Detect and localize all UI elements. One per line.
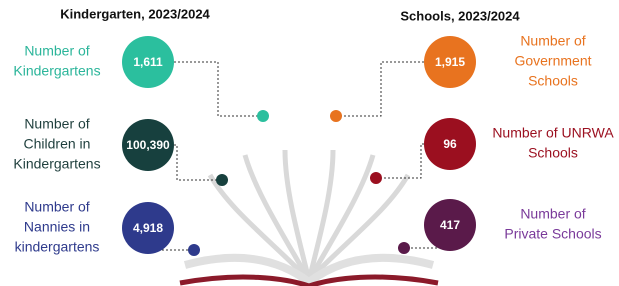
value: 417 <box>440 218 460 232</box>
label: kindergartens <box>15 239 100 255</box>
dot <box>188 244 200 256</box>
label: Schools <box>528 145 578 161</box>
value: 1,611 <box>133 55 163 69</box>
value: 1,915 <box>435 55 465 69</box>
label: Number of <box>24 116 89 132</box>
label: Children in <box>24 136 91 152</box>
label: Government <box>514 53 591 69</box>
label: Number of <box>520 206 585 222</box>
label: Kindergartens <box>13 156 100 172</box>
label: Private Schools <box>504 226 601 242</box>
infographic: Kindergarten, 2023/2024 Schools, 2023/20… <box>0 0 619 286</box>
section-title: Kindergarten, 2023/2024 <box>60 6 210 21</box>
label: Nannies in <box>24 219 90 235</box>
label: Kindergartens <box>13 63 100 79</box>
connector <box>376 144 424 178</box>
label: Number of <box>520 33 585 49</box>
dot <box>330 110 342 122</box>
value: 96 <box>443 137 457 151</box>
label: Number of <box>24 199 89 215</box>
dot <box>398 242 410 254</box>
label: Number of UNRWA <box>492 125 614 141</box>
connector <box>336 62 424 116</box>
label: Schools <box>528 73 578 89</box>
value: 4,918 <box>133 221 163 235</box>
items: 1,611 Number of Kindergartens 100,390 Number… <box>13 33 614 256</box>
dot <box>370 172 382 184</box>
connector <box>174 62 263 116</box>
connector <box>174 145 222 180</box>
book <box>180 150 438 286</box>
dot <box>216 174 228 186</box>
label: Number of <box>24 43 89 59</box>
section-title: Schools, 2023/2024 <box>400 8 520 23</box>
value: 100,390 <box>126 138 170 152</box>
dot <box>257 110 269 122</box>
